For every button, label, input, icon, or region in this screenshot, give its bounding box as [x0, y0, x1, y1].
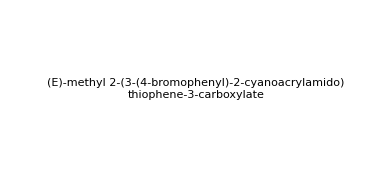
Text: (E)-methyl 2-(3-(4-bromophenyl)-2-cyanoacrylamido)
thiophene-3-carboxylate: (E)-methyl 2-(3-(4-bromophenyl)-2-cyanoa…: [47, 78, 345, 100]
